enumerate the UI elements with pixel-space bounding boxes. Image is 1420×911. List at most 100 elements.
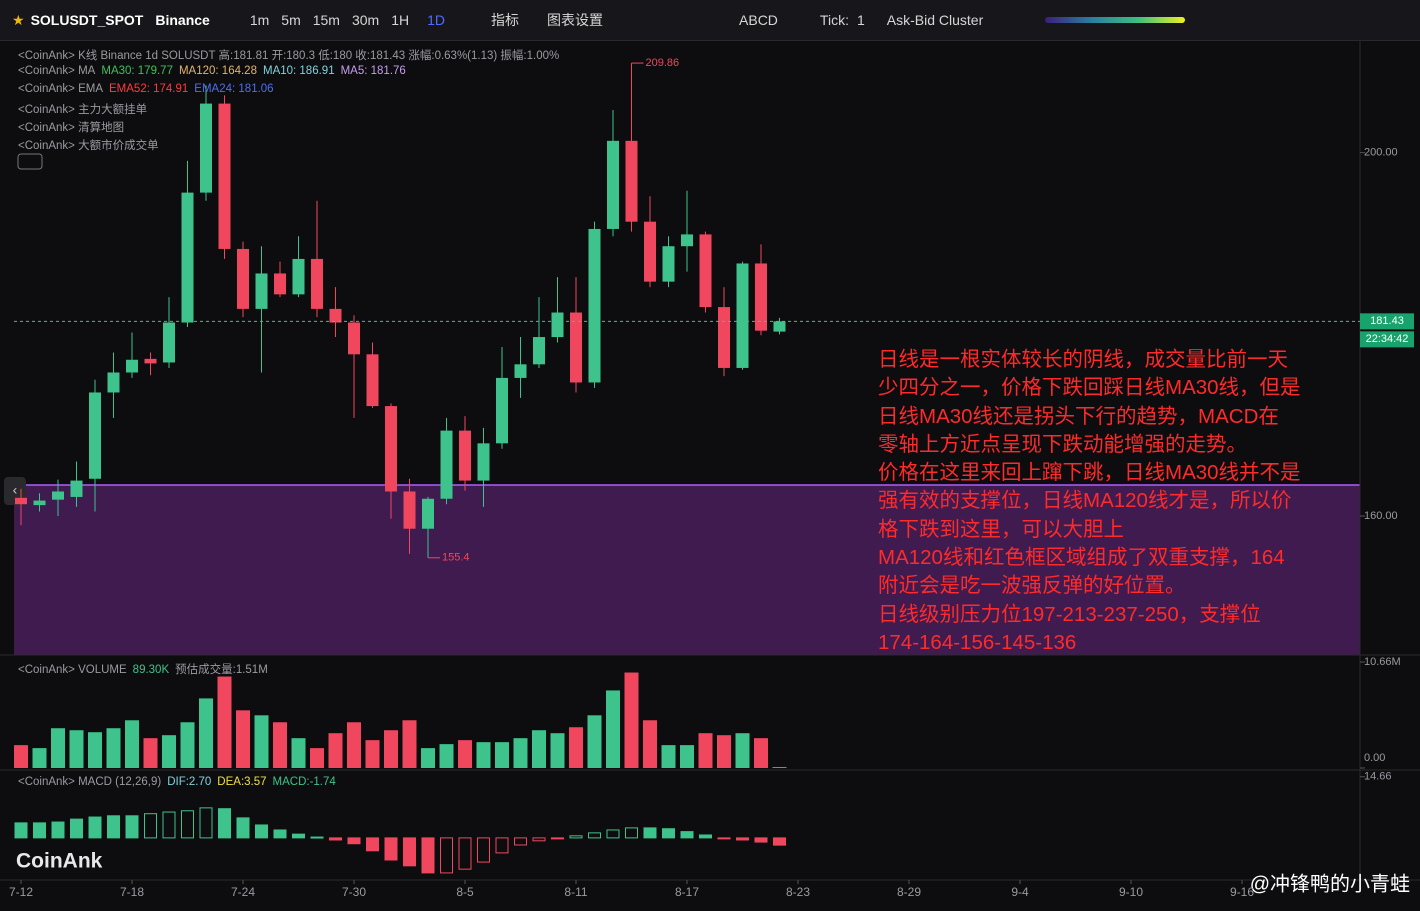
volume-bar — [532, 730, 546, 768]
annotation-line: 零轴上方近点呈现下跌动能增强的走势。 — [878, 432, 1247, 456]
volume-bar — [550, 733, 565, 768]
candle-body — [348, 322, 360, 355]
x-tick-label: 8-5 — [456, 885, 474, 899]
volume-bar — [310, 748, 324, 768]
x-tick-label: 7-30 — [342, 885, 366, 899]
macd-bar — [662, 828, 675, 839]
candle-body — [274, 273, 286, 295]
symbol[interactable]: SOLUSDT_SPOT — [30, 12, 144, 28]
macd-bar — [14, 822, 28, 839]
candle-body — [237, 248, 249, 309]
candle-body — [551, 312, 564, 338]
interval[interactable]: 30m — [351, 12, 380, 28]
volume-bar — [236, 710, 250, 768]
cluster[interactable]: Ask-Bid Cluster — [886, 12, 984, 28]
candle-body — [699, 234, 712, 308]
candle-body — [329, 308, 342, 323]
collapse-button[interactable] — [17, 153, 43, 170]
volume-bar — [735, 733, 750, 768]
x-tick-label: 9-16 — [1230, 885, 1254, 899]
volume-bar — [402, 720, 417, 768]
volume-bar — [476, 742, 491, 768]
legend-ma: <CoinAnk> MA MA30: 179.77 MA120: 164.28 MA1… — [18, 65, 406, 77]
x-tick-label: 8-11 — [564, 885, 587, 899]
candle-body — [218, 103, 231, 249]
volume-bar — [698, 733, 713, 768]
interval-active[interactable]: 1D — [427, 12, 446, 28]
candle-body — [459, 430, 471, 481]
macd-bar — [514, 837, 527, 846]
candle-body — [292, 258, 305, 295]
macd-bar — [625, 827, 638, 839]
macd-bar — [236, 817, 250, 839]
candle-body — [255, 273, 268, 309]
candle-body — [496, 377, 508, 444]
volume-bar — [143, 738, 158, 768]
candle-body — [126, 359, 138, 373]
volume-bar — [606, 690, 620, 768]
interval[interactable]: 5m — [281, 12, 301, 28]
candle-body — [514, 364, 527, 378]
y-tick-label: 0.00 — [1364, 752, 1385, 764]
interval[interactable]: 15m — [312, 12, 340, 28]
annotation-line: 少四分之一，价格下跌回踩日线MA30线，但是 — [878, 376, 1301, 400]
legend-item: EMA52: 174.91 — [109, 83, 189, 95]
macd-bar — [736, 837, 749, 841]
legend-item: MA5: 181.76 — [340, 65, 406, 77]
volume-bar — [14, 745, 28, 768]
y-tick-label: 160.00 — [1364, 510, 1398, 522]
candle-body — [89, 392, 101, 479]
tick-value[interactable]: 1 — [856, 12, 865, 28]
legend-other: <CoinAnk> 大额市价成交单 — [18, 140, 159, 152]
annotation-line: 强有效的支撑位，日线MA120线才是，所以价 — [878, 489, 1292, 513]
candle-body — [625, 140, 638, 222]
volume-bar — [199, 698, 213, 768]
support-zone — [14, 485, 1360, 655]
candle-body — [662, 246, 675, 282]
x-tick-label: 7-18 — [120, 885, 144, 899]
volume-bar — [365, 740, 380, 768]
macd-bar — [88, 816, 102, 839]
candle-body — [385, 406, 397, 492]
color-slider[interactable] — [1045, 17, 1186, 23]
volume-bar — [51, 728, 65, 768]
star[interactable]: ★ — [12, 11, 25, 28]
macd-bar — [403, 837, 416, 867]
macd-bar — [421, 837, 435, 874]
volume-bar — [495, 742, 509, 768]
annotation-line: 格下跌到这里，可以大胆上 — [878, 517, 1124, 541]
volume-bar — [421, 748, 435, 768]
interval[interactable]: 1m — [249, 12, 270, 28]
volume-bar — [439, 744, 454, 768]
prefix: <CoinAnk> VOLUME — [18, 664, 127, 676]
legend-item: MA10: 186.91 — [262, 65, 335, 77]
annotation: 日线是一根实体较长的阴线，成交量比前一天 少四分之一，价格下跌回踩日线MA30线，… — [878, 346, 1301, 657]
annotation-line: MA120线和红色框区域组成了双重支撑，164 — [878, 546, 1285, 570]
indicators[interactable]: 指标 — [491, 12, 520, 28]
legend-macd: <CoinAnk> MACD (12,26,9) DIF:2.70 DEA:3.57… — [18, 776, 336, 788]
credit: @冲锋鸭的小青蛙 — [1250, 872, 1410, 895]
volume-bar — [680, 745, 694, 768]
last-price-box — [1360, 313, 1414, 330]
drawing[interactable]: ABCD — [739, 12, 778, 28]
volume-bar — [643, 720, 657, 768]
macd: MACD:-1.74 — [272, 776, 336, 788]
candle-body — [644, 221, 656, 282]
annotation-line: 日线级别压力位197-213-237-250，支撑位 — [878, 602, 1261, 626]
legend-item: MA30: 179.77 — [101, 65, 173, 77]
candle-body — [570, 312, 582, 383]
volume-bar — [458, 740, 472, 768]
annotation-line: 价格在这里来回上蹿下跳，日线MA30线并不是 — [878, 461, 1301, 485]
interval[interactable]: 1H — [391, 12, 410, 28]
toolbar: ★ SOLUSDT_SPOT Binance 1m 5m 15m 30m 1H … — [0, 0, 1420, 41]
chart-settings[interactable]: 图表设置 — [547, 12, 604, 28]
countdown: 22:34:42 — [1366, 333, 1409, 345]
legend-kline: <CoinAnk> K线 Binance 1d SOLUSDT 高:181.81… — [18, 50, 560, 62]
volume-bar — [661, 745, 676, 768]
macd-bar — [273, 829, 287, 839]
macd-bar — [70, 818, 83, 839]
macd-bar — [440, 837, 453, 874]
macd-bar — [255, 824, 268, 839]
